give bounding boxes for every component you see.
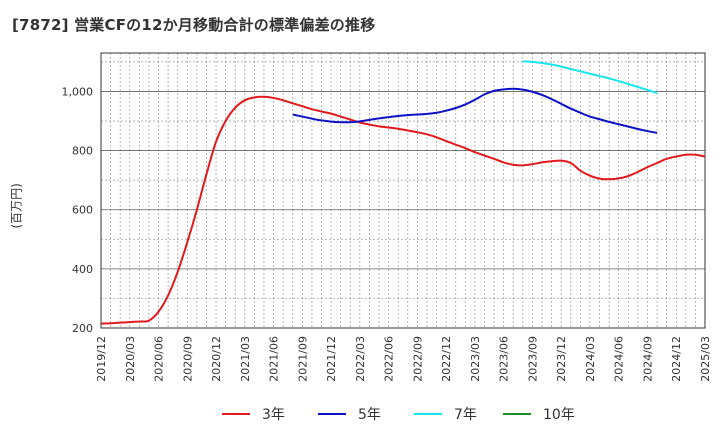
x-tick-label: 2022/09	[411, 336, 424, 382]
x-tick-label: 2023/09	[526, 336, 539, 382]
x-tick-label: 2020/09	[181, 336, 194, 382]
x-tick-labels: 2019/12 2020/03 2020/06 2020/09 2020/12 2021/…	[95, 336, 712, 382]
x-tick-label: 2020/03	[124, 336, 137, 382]
x-tick-label: 2022/12	[440, 336, 453, 382]
x-tick-label: 2020/06	[153, 336, 166, 382]
x-tick-label: 2025/03	[699, 336, 712, 382]
x-tick-label: 2022/03	[354, 336, 367, 382]
x-tick-label: 2023/06	[498, 336, 511, 382]
legend-label: 5年	[358, 407, 381, 423]
y-tick-labels: 200 400 600 800 1,000	[62, 85, 94, 335]
x-tick-label: 2021/03	[239, 336, 252, 382]
x-tick-label: 2024/03	[584, 336, 597, 382]
series-line-3年	[100, 95, 706, 325]
legend-label: 7年	[454, 407, 477, 423]
y-tick-label: 200	[72, 322, 93, 335]
legend-label: 3年	[262, 407, 285, 423]
x-tick-label: 2019/12	[95, 336, 108, 382]
legend-label: 10年	[543, 407, 575, 423]
x-tick-label: 2022/06	[383, 336, 396, 382]
x-tick-label: 2024/09	[641, 336, 654, 382]
y-tick-label: 800	[72, 145, 93, 158]
plot-frame	[100, 52, 706, 329]
series-line-7年	[522, 60, 658, 94]
y-tick-label: 600	[72, 204, 93, 217]
x-tick-label: 2024/12	[670, 336, 683, 382]
y-tick-label: 400	[72, 263, 93, 276]
x-tick-label: 2021/09	[296, 336, 309, 382]
grid-lines	[100, 53, 706, 329]
legend: 3年 5年 7年 10年	[222, 407, 575, 423]
x-tick-label: 2023/12	[555, 336, 568, 382]
y-tick-label: 1,000	[62, 85, 94, 98]
x-tick-label: 2024/06	[613, 336, 626, 382]
chart-title: [7872] 営業CFの12か月移動合計の標準偏差の推移	[12, 16, 376, 34]
x-tick-label: 2021/06	[268, 336, 281, 382]
series-lines	[100, 60, 706, 325]
series-line-5年	[292, 87, 658, 134]
x-tick-label: 2023/03	[469, 336, 482, 382]
x-tick-label: 2020/12	[210, 336, 223, 382]
x-tick-label: 2021/12	[325, 336, 338, 382]
